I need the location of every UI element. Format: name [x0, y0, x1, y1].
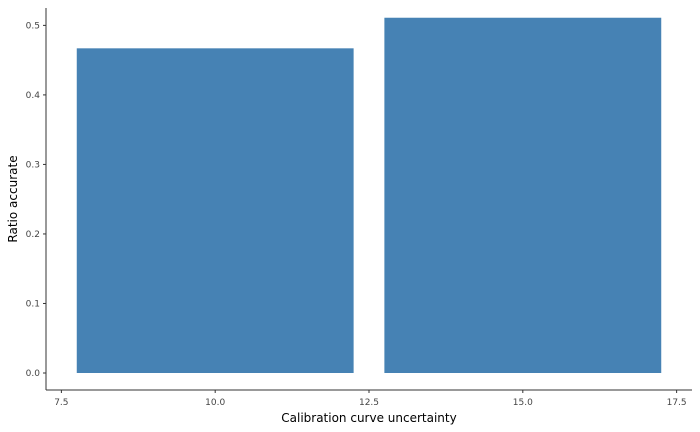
bars-group: [76, 17, 662, 373]
x-tick-label: 10.0: [205, 398, 225, 408]
x-tick-label: 17.5: [667, 398, 687, 408]
y-tick-label: 0.5: [26, 21, 40, 31]
y-tick-label: 0.1: [26, 299, 40, 309]
y-ticks-group: 0.0 0.1 0.2 0.3 0.4 0.5: [26, 21, 46, 379]
y-tick-label: 0.4: [26, 91, 41, 101]
x-tick-label: 7.5: [54, 398, 68, 408]
y-tick-label: 0.3: [26, 160, 40, 170]
x-axis-title: Calibration curve uncertainty: [281, 411, 456, 425]
y-tick-label: 0.0: [26, 369, 41, 379]
bar-15.0: [384, 17, 662, 373]
y-axis-title: Ratio accurate: [6, 155, 20, 242]
bar-10.0: [76, 48, 354, 373]
x-tick-label: 12.5: [359, 398, 379, 408]
y-tick-label: 0.2: [26, 230, 40, 240]
x-tick-label: 15.0: [513, 398, 533, 408]
x-ticks-group: 7.5 10.0 12.5 15.0 17.5: [54, 390, 687, 408]
